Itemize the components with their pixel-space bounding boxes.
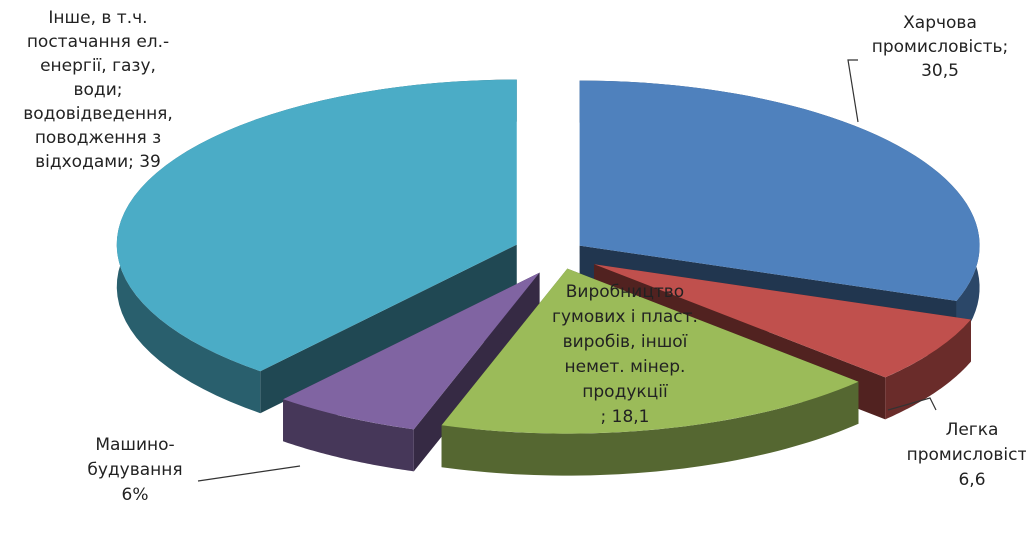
slice-label-other-line-3: води; — [74, 80, 123, 100]
pie-slice-food-top — [579, 80, 980, 301]
slice-label-other-line-4: водовідведення, — [23, 104, 173, 124]
slice-label-other-line-6: відходами; 39 — [35, 152, 161, 172]
leader-line-light — [887, 397, 937, 411]
leader-line-food — [847, 59, 859, 123]
slice-label-food-line-0: Харчова — [903, 13, 977, 33]
pie-slice-light-top — [594, 264, 971, 378]
slice-label-rubber-line-3: немет. мінер. — [565, 357, 686, 377]
pie-slice-other-wall-0 — [260, 244, 517, 414]
slice-label-other-line-5: поводження з — [35, 128, 161, 148]
slice-label-light-line-1: промисловість — [907, 445, 1026, 465]
pie-slice-rubber — [441, 268, 859, 476]
slice-label-light-line-0: Легка — [946, 420, 999, 440]
pie-slice-other — [116, 79, 517, 414]
slice-label-other-line-0: Інше, в т.ч. — [48, 8, 147, 28]
slice-label-food: Харчова промисловість; 30,5 — [872, 13, 1009, 81]
slice-label-other-line-1: постачання ел.- — [27, 32, 169, 52]
slice-label-rubber-line-2: виробів, іншої — [563, 332, 688, 352]
slice-label-food-line-2: 30,5 — [921, 61, 959, 81]
slice-label-machine-line-1: будування — [87, 460, 182, 480]
slice-label-rubber-line-0: Виробництво — [566, 282, 684, 302]
slice-label-other-line-2: енергії, газу, — [40, 56, 156, 76]
leader-line-machine — [197, 465, 301, 482]
pie-slice-rubber-side — [441, 381, 859, 476]
slice-label-food-line-1: промисловість; — [872, 37, 1009, 57]
slice-label-rubber-line-1: гумових і пласт. — [552, 307, 698, 327]
pie-slice-rubber-top — [441, 268, 859, 434]
pie-slice-light-side — [885, 319, 971, 420]
slice-label-rubber-line-5: ; 18,1 — [601, 407, 650, 427]
slice-label-light-line-2: 6,6 — [958, 470, 985, 490]
pie-slice-machine-top — [283, 272, 540, 430]
slice-label-machine: Машино-будування 6% — [87, 435, 182, 505]
slice-label-rubber: Виробництво гумових і пласт. виробів, іншо… — [552, 282, 698, 427]
slice-label-machine-line-2: 6% — [122, 485, 149, 505]
slice-label-light: Легка промисловість 6,6 — [907, 420, 1026, 490]
pie-slice-machine-side — [283, 399, 414, 472]
slice-label-machine-line-0: Машино- — [95, 435, 174, 455]
pie-slice-other-top — [116, 79, 517, 372]
slice-label-rubber-line-4: продукції — [582, 382, 668, 402]
slice-label-other: Інше, в т.ч. постачання ел.- енергії, газу… — [23, 8, 173, 172]
